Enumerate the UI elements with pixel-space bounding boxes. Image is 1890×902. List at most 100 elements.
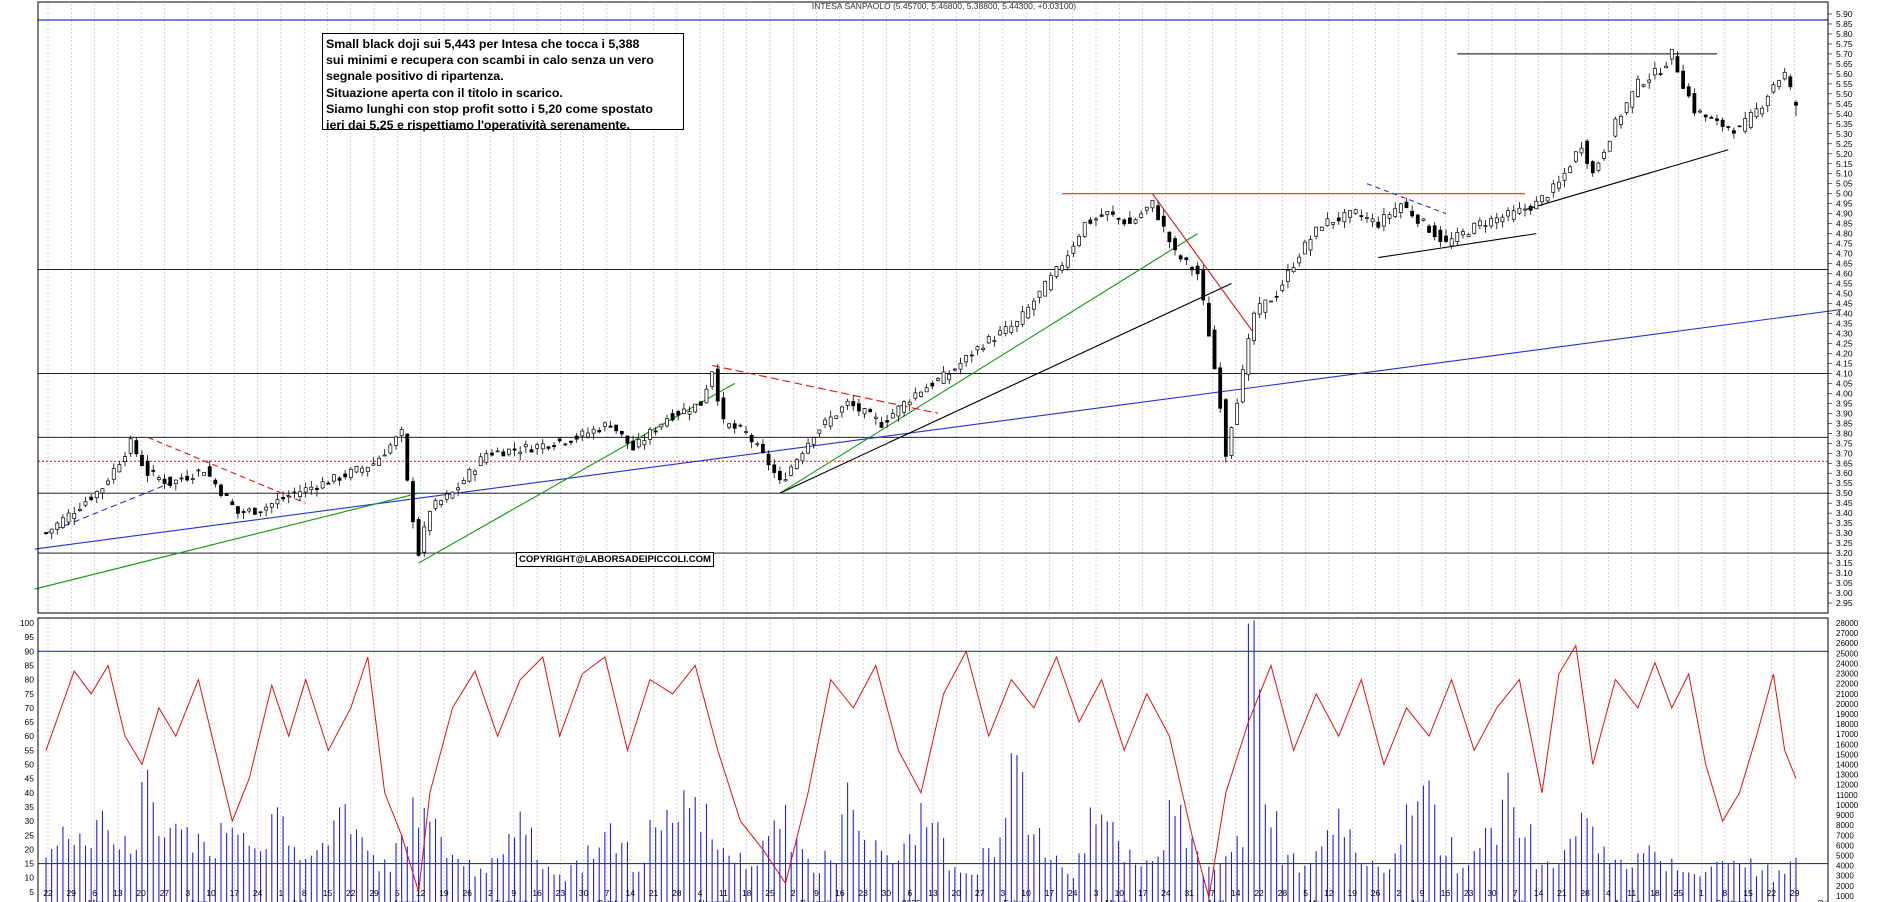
candle-body	[1619, 116, 1623, 125]
candle-body	[83, 501, 88, 506]
candle-body	[687, 411, 692, 415]
trend-line-red	[1152, 193, 1255, 334]
candle-body	[1274, 296, 1279, 298]
x-day-tick: 9	[814, 888, 819, 898]
x-day-tick: 19	[439, 888, 449, 898]
candle-body	[823, 419, 827, 426]
candle-body	[473, 470, 477, 475]
osc-tick-label: 30	[25, 816, 35, 826]
candle-body	[405, 433, 410, 481]
candle-body	[806, 442, 810, 454]
candle-body	[1540, 195, 1544, 203]
candle-body	[236, 506, 240, 514]
candle-body	[1596, 162, 1601, 171]
x-day-tick: 14	[1534, 888, 1544, 898]
candle-body	[1382, 214, 1386, 227]
candle-body	[1015, 321, 1019, 327]
y-tick-label: 5.65	[1836, 59, 1853, 69]
candle-body	[648, 429, 652, 440]
candle-body	[49, 528, 54, 534]
x-day-tick: 28	[672, 888, 682, 898]
candle-body	[512, 448, 517, 451]
y-tick-label: 5.75	[1836, 39, 1853, 49]
x-day-tick: 22	[1767, 888, 1777, 898]
candle-body	[693, 403, 698, 413]
candle-body	[1190, 267, 1194, 271]
candle-body	[1681, 70, 1685, 89]
x-month-label: April	[1207, 898, 1224, 902]
candle-body	[1432, 225, 1437, 238]
candle-body	[1173, 238, 1177, 251]
candle-body	[89, 496, 94, 501]
candle-body	[439, 500, 444, 505]
y-tick-label: 5.05	[1836, 179, 1853, 189]
copyright-label: COPYRIGHT@LABORSADEIPICCOLI.COM	[516, 552, 714, 567]
candle-body	[332, 474, 336, 482]
y-tick-label: 3.20	[1836, 548, 1853, 558]
x-day-tick: 23	[1464, 888, 1474, 898]
x-day-tick: 21	[649, 888, 659, 898]
candle-body	[936, 378, 940, 381]
analysis-note: Small black doji sui 5,443 per Intesa ch…	[322, 33, 684, 132]
candle-body	[540, 443, 545, 450]
candle-body	[1782, 71, 1787, 80]
x-day-tick: 5	[1303, 888, 1308, 898]
y-tick-label: 3.00	[1836, 588, 1853, 598]
candle-body	[377, 457, 381, 466]
candle-body	[1528, 205, 1533, 211]
candle-body	[732, 423, 737, 429]
candle-body	[1421, 218, 1426, 221]
osc-tick-label: 55	[25, 745, 35, 755]
x-day-tick: 10	[206, 888, 216, 898]
candle-body	[1455, 232, 1460, 243]
candle-body	[1302, 241, 1307, 255]
x-day-tick: 14	[626, 888, 636, 898]
candle-body	[444, 493, 449, 500]
osc-tick-label: 100	[20, 618, 34, 628]
candle-body	[986, 336, 991, 344]
candle-body	[873, 416, 878, 419]
volume-tick-label: 6000	[1836, 841, 1854, 850]
x-month-label: September	[495, 898, 537, 902]
candle-body	[168, 476, 173, 486]
candle-body	[461, 480, 466, 484]
candle-body	[992, 340, 997, 343]
candle-body	[1133, 219, 1138, 224]
candle-body	[275, 499, 280, 505]
candle-body	[902, 401, 906, 413]
x-day-tick: 2	[1396, 888, 1401, 898]
candle-body	[840, 406, 844, 413]
candle-body	[309, 486, 314, 491]
candle-body	[66, 512, 71, 523]
candle-body	[631, 440, 635, 451]
x-month-label: September	[1716, 898, 1758, 902]
volume-tick-label: 10000	[1836, 801, 1859, 810]
candle-body	[546, 446, 551, 449]
x-day-tick: 16	[1441, 888, 1451, 898]
trend-line-blue	[34, 308, 1842, 550]
candle-body	[1359, 215, 1364, 217]
volume-tick-label: 2000	[1836, 882, 1854, 891]
x-day-tick: 28	[1580, 888, 1590, 898]
candle-body	[269, 503, 274, 508]
candle-body	[258, 511, 263, 514]
volume-tick-label: 27000	[1836, 629, 1859, 638]
candle-body	[1314, 226, 1319, 237]
chart-header: INTESA SANPAOLO (5.45700, 5.46800, 5.388…	[812, 1, 1076, 11]
y-tick-label: 4.65	[1836, 259, 1853, 269]
candle-body	[958, 362, 963, 370]
y-tick-label: 3.10	[1836, 568, 1853, 578]
candle-body	[1235, 402, 1240, 425]
candle-body	[360, 467, 365, 473]
candle-body	[202, 472, 206, 476]
osc-tick-label: 60	[25, 731, 35, 741]
candle-body	[789, 466, 794, 476]
x-day-tick: 4	[698, 888, 703, 898]
candle-body	[213, 479, 218, 485]
candle-body	[394, 436, 398, 446]
candle-body	[495, 450, 500, 453]
candle-body	[1483, 225, 1488, 228]
y-tick-label: 5.20	[1836, 149, 1853, 159]
osc-tick-label: 45	[25, 774, 35, 784]
